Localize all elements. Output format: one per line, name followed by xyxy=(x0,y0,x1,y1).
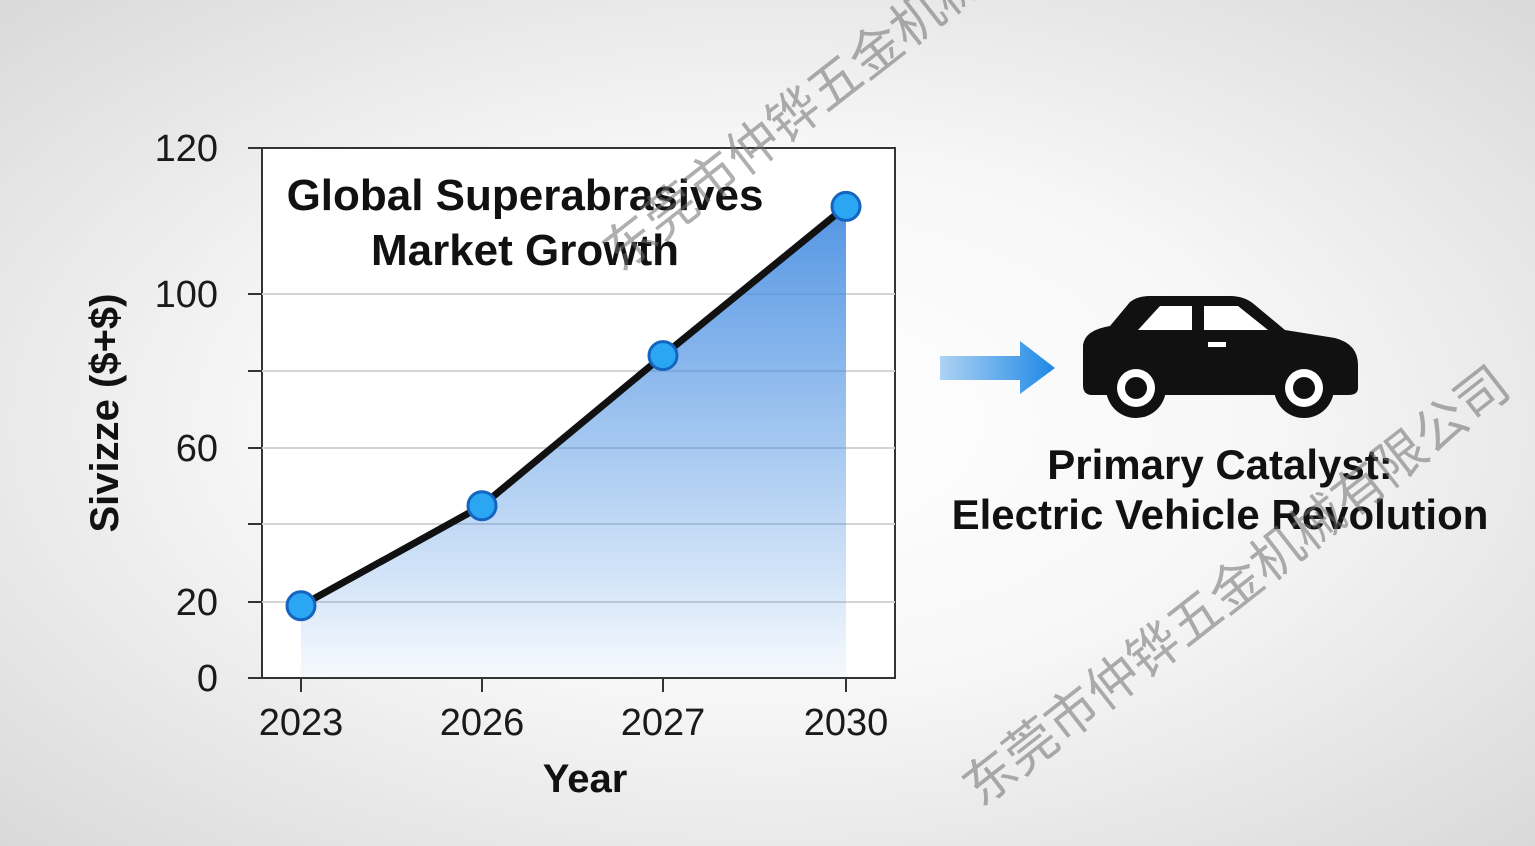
chart-title-line-2: Market Growth xyxy=(371,226,679,275)
x-tick-label: 2030 xyxy=(804,702,889,744)
series-line xyxy=(297,202,850,610)
car-icon xyxy=(1083,296,1358,418)
catalyst-line-1: Primary Catalyst: xyxy=(1047,441,1393,488)
arrow-right-icon xyxy=(940,341,1055,394)
markers xyxy=(285,190,862,622)
catalyst-label: Primary Catalyst: Electric Vehicle Revol… xyxy=(940,440,1500,540)
data-point xyxy=(466,490,498,522)
y-tick-label: 120 xyxy=(155,128,218,170)
x-tick-label: 2026 xyxy=(440,702,525,744)
data-point xyxy=(647,340,679,372)
x-tick-label: 2023 xyxy=(259,702,344,744)
data-point xyxy=(830,190,862,222)
y-tick-label: 0 xyxy=(197,658,218,700)
y-tick-label: 100 xyxy=(155,274,218,316)
x-tick-label: 2027 xyxy=(621,702,706,744)
chart-title-line-1: Global Superabrasives xyxy=(287,171,764,220)
data-point xyxy=(285,590,317,622)
y-axis: 0 20 60 100 120 xyxy=(155,128,262,700)
y-axis-title: Sivizze ($+$) xyxy=(83,293,127,532)
y-tick-label: 20 xyxy=(176,582,218,624)
x-axis-title: Year xyxy=(543,757,628,801)
x-axis: 2023 2026 2027 2030 xyxy=(259,678,889,744)
area-fill xyxy=(301,206,846,678)
catalyst-line-2: Electric Vehicle Revolution xyxy=(951,491,1489,538)
y-tick-label: 60 xyxy=(176,428,218,470)
